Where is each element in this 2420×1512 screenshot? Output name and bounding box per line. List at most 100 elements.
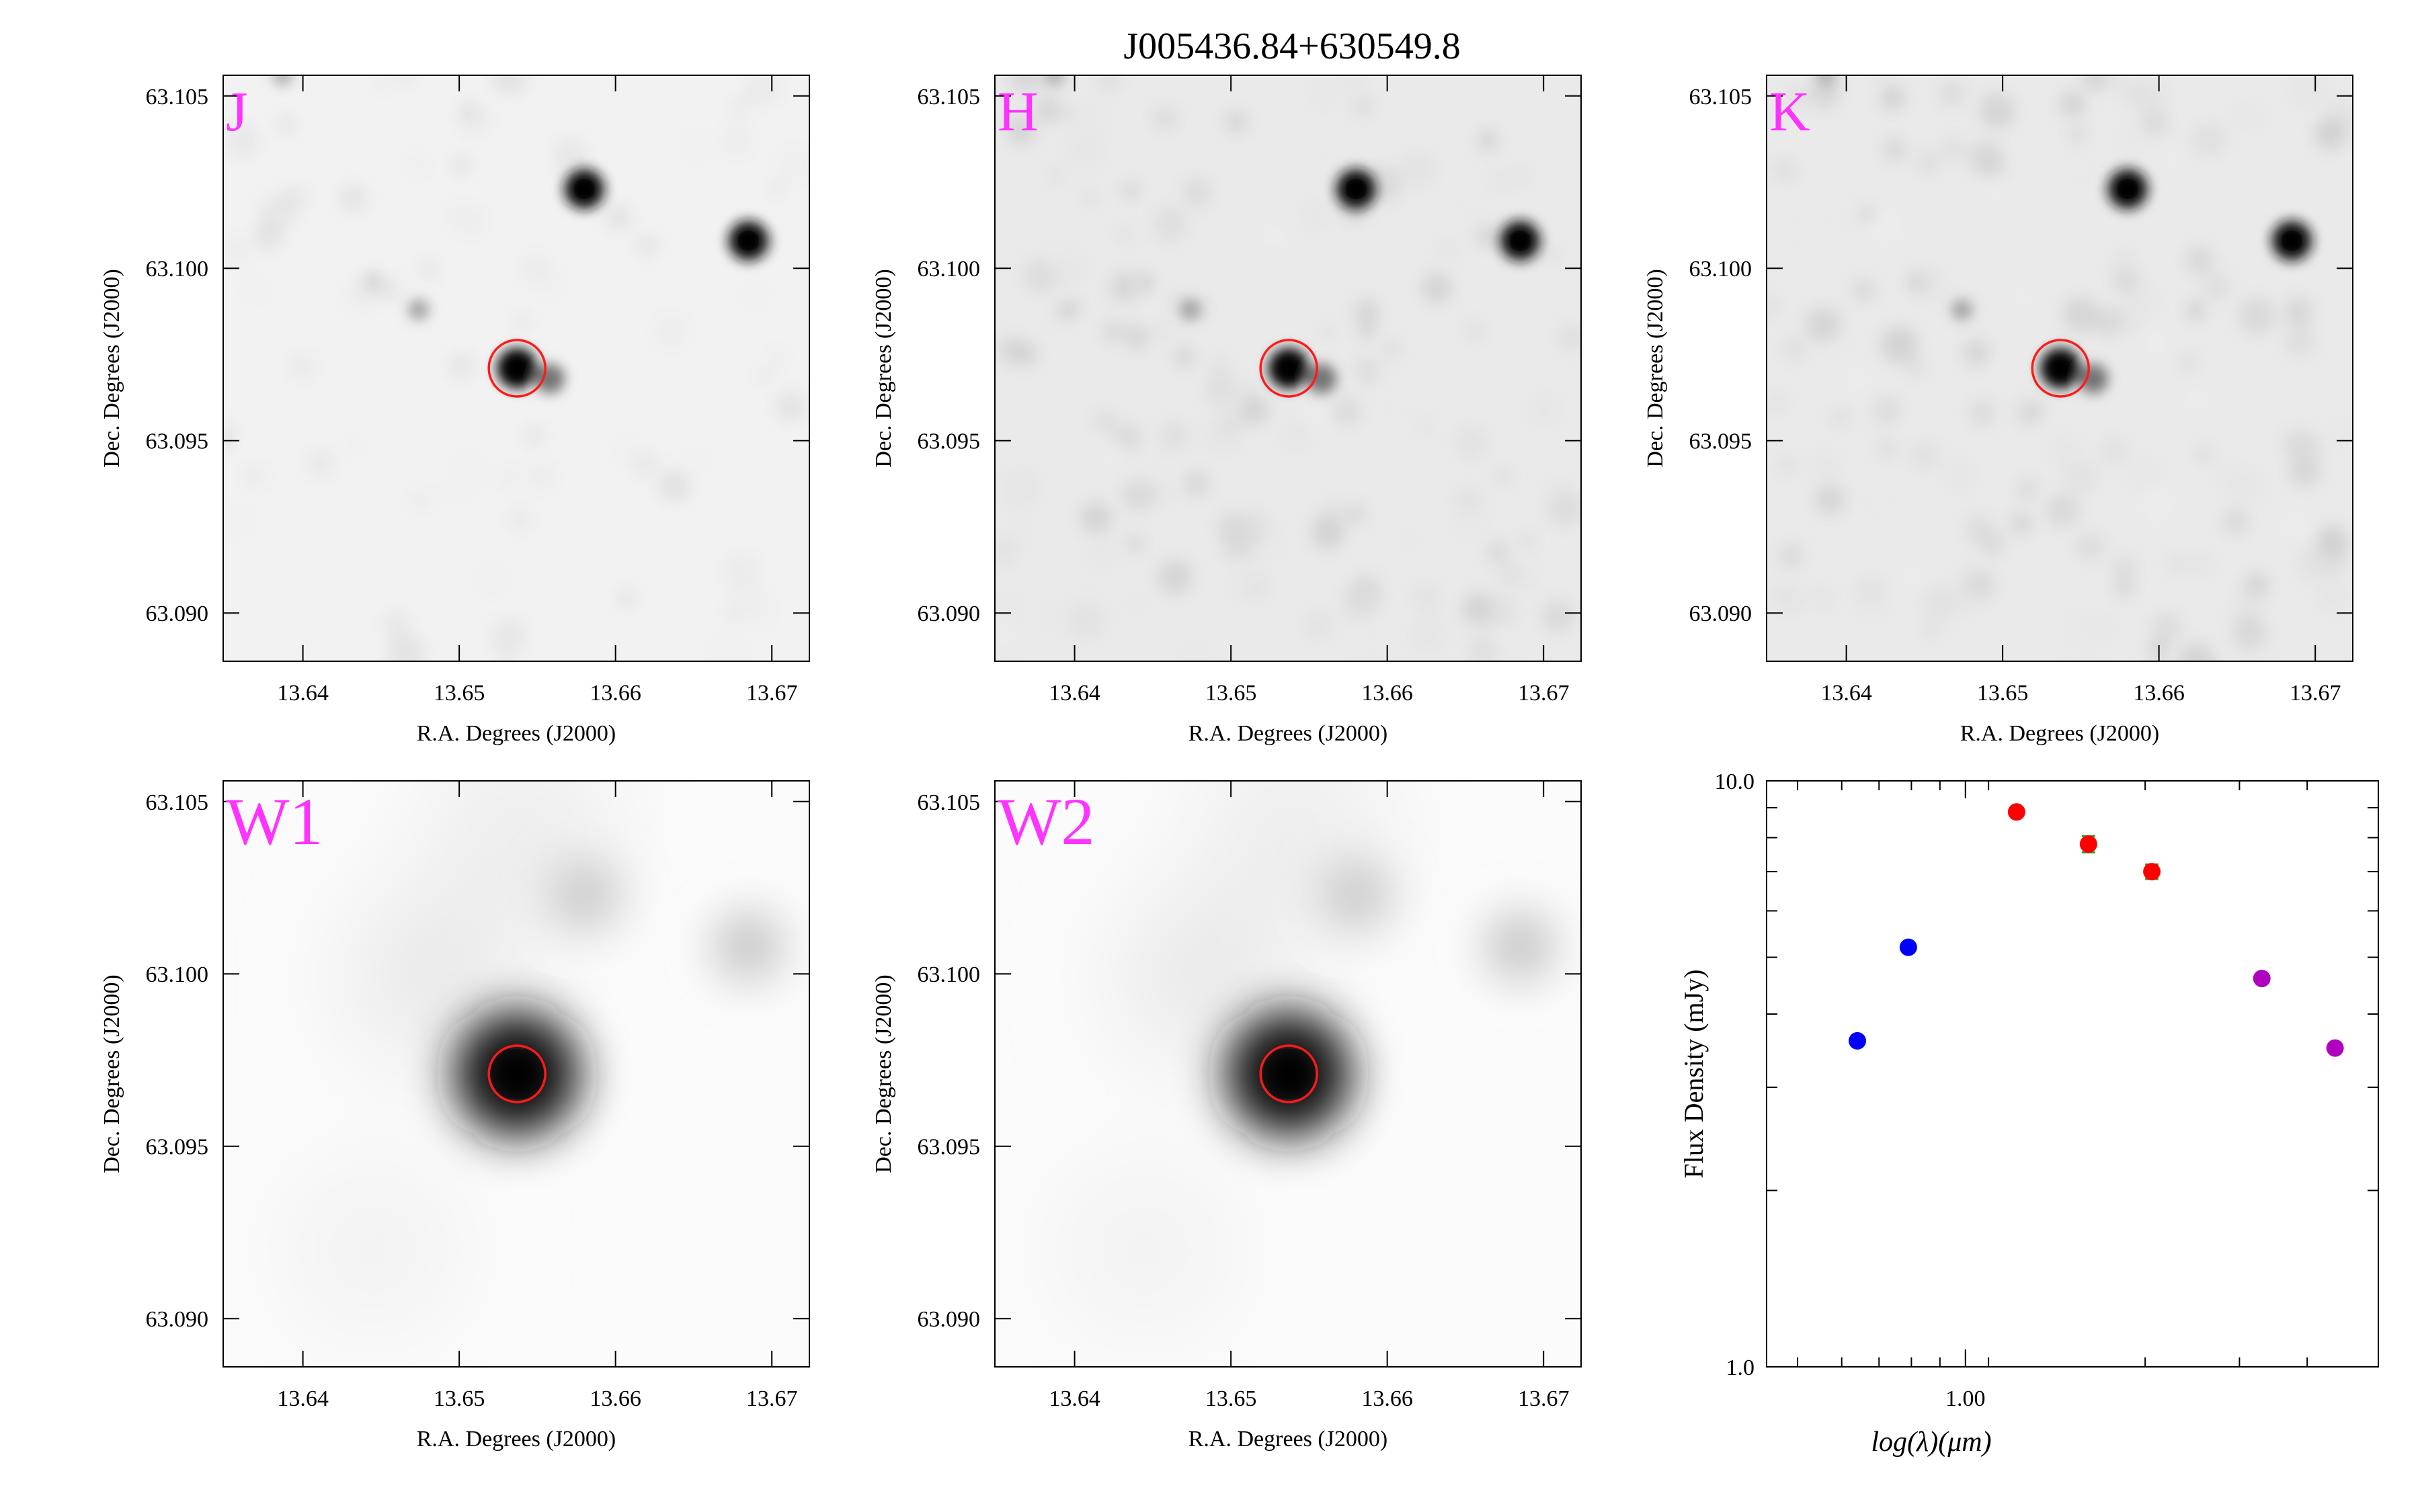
x-tick-label: 13.65 xyxy=(1205,1386,1257,1411)
sed-point xyxy=(2253,970,2271,988)
band-label: H xyxy=(998,81,1039,143)
y-axis-label: Dec. Degrees (J2000) xyxy=(871,974,896,1173)
field-stars xyxy=(1225,859,1556,1138)
figure-title: J005436.84+630549.8 xyxy=(1123,26,1460,67)
x-tick-label: 13.64 xyxy=(277,681,329,706)
field-source xyxy=(1485,911,1556,982)
field-source-core xyxy=(503,354,532,382)
background-noise xyxy=(223,75,809,661)
sed-y-tick-label: 1.0 xyxy=(1726,1355,1755,1380)
field-stars xyxy=(1815,75,2312,394)
field-stars xyxy=(272,75,769,394)
field-source-core xyxy=(2046,354,2075,382)
y-axis-label: Dec. Degrees (J2000) xyxy=(99,269,124,468)
image-panel: 13.64 13.65 13.66 13.67 63.090 63.095 63.100 63… xyxy=(99,75,810,746)
y-axis-label: Dec. Degrees (J2000) xyxy=(1643,269,1668,468)
y-tick-label: 63.090 xyxy=(918,1307,981,1332)
field-source-core xyxy=(570,175,599,204)
x-tick-label: 13.64 xyxy=(1049,681,1100,706)
diffuse-emission xyxy=(292,781,616,1331)
y-tick-label: 63.090 xyxy=(1689,601,1752,626)
sed-frame xyxy=(1766,780,2379,1368)
background-noise xyxy=(995,75,1581,661)
cutout-image xyxy=(995,75,1581,661)
panel-frame xyxy=(1766,75,2353,662)
field-source-core xyxy=(2113,175,2142,204)
field-source xyxy=(1134,271,1156,293)
y-tick-label: 63.095 xyxy=(918,1135,981,1160)
y-tick-label: 63.090 xyxy=(918,601,981,626)
y-tick-label: 63.095 xyxy=(918,429,981,454)
y-tick-label: 63.105 xyxy=(918,790,981,815)
x-axis-label: R.A. Degrees (J2000) xyxy=(417,721,616,746)
aperture-circle xyxy=(487,1044,547,1103)
field-stars xyxy=(453,859,784,1138)
panel-frame xyxy=(223,780,810,1368)
aperture-circle xyxy=(2031,339,2090,398)
field-stars xyxy=(1043,75,1541,394)
sed-series xyxy=(2253,970,2344,1057)
y-tick-label: 63.100 xyxy=(1689,257,1752,282)
x-tick-label: 13.65 xyxy=(434,1386,485,1411)
x-tick-label: 13.66 xyxy=(2133,681,2185,706)
x-tick-label: 13.67 xyxy=(2290,681,2341,706)
x-tick-label: 13.67 xyxy=(1518,1386,1570,1411)
image-panel: 13.64 13.65 13.66 13.67 63.090 63.095 63.100 63… xyxy=(871,780,1582,1452)
panel-frame xyxy=(994,780,1582,1368)
x-tick-label: 13.67 xyxy=(746,681,798,706)
x-axis-label: R.A. Degrees (J2000) xyxy=(1188,721,1388,746)
sed-x-tick-label: 1.00 xyxy=(1945,1386,1986,1411)
field-source-core xyxy=(2277,226,2306,255)
x-tick-label: 13.66 xyxy=(1361,1386,1413,1411)
y-tick-label: 63.090 xyxy=(146,1307,209,1332)
field-source xyxy=(1307,364,1336,394)
cutout-image xyxy=(223,75,809,661)
y-tick-label: 63.095 xyxy=(1689,429,1752,454)
y-tick-label: 63.100 xyxy=(146,962,209,987)
sed-y-tick-label: 10.0 xyxy=(1715,769,1755,794)
x-tick-label: 13.66 xyxy=(590,1386,641,1411)
sed-series xyxy=(1848,938,1917,1050)
field-source xyxy=(535,364,565,394)
x-tick-label: 13.67 xyxy=(1518,681,1570,706)
sed-plot: 1.00 1.0 10.0 log(λ)(μm) Flux Density (mJy) xyxy=(1679,769,2379,1458)
sed-point xyxy=(2007,803,2025,821)
x-tick-label: 13.65 xyxy=(1977,681,2029,706)
field-source xyxy=(713,911,784,982)
target-source-core xyxy=(470,1027,565,1121)
field-source xyxy=(1179,298,1201,321)
cutout-image xyxy=(223,781,809,1367)
band-label: J xyxy=(226,81,248,143)
background-noise xyxy=(1767,75,2353,661)
sed-point xyxy=(2326,1039,2344,1057)
x-axis-label: R.A. Degrees (J2000) xyxy=(1960,721,2160,746)
field-source-core xyxy=(1342,175,1371,204)
aperture-circle xyxy=(1259,1044,1318,1103)
aperture-circle xyxy=(1259,339,1318,398)
x-axis-label: R.A. Degrees (J2000) xyxy=(1188,1427,1388,1452)
y-tick-label: 63.100 xyxy=(918,962,981,987)
image-panel: 13.64 13.65 13.66 13.67 63.090 63.095 63.100 63… xyxy=(871,75,1582,746)
sed-point xyxy=(1899,938,1917,956)
sed-point xyxy=(2079,835,2097,853)
cutout-image xyxy=(1767,75,2353,661)
image-panel: 13.64 13.65 13.66 13.67 63.090 63.095 63.100 63… xyxy=(99,780,810,1452)
field-source xyxy=(272,75,294,86)
sed-axes: 1.00 1.0 10.0 log(λ)(μm) Flux Density (mJy) xyxy=(1679,769,2379,1458)
field-source xyxy=(1043,75,1065,86)
y-tick-label: 63.105 xyxy=(146,85,209,110)
x-tick-label: 13.65 xyxy=(1205,681,1257,706)
x-tick-label: 13.64 xyxy=(1049,1386,1100,1411)
field-source xyxy=(407,298,430,321)
x-tick-label: 13.67 xyxy=(746,1386,798,1411)
band-label: W1 xyxy=(226,784,323,859)
x-tick-label: 13.66 xyxy=(590,681,641,706)
y-tick-label: 63.095 xyxy=(146,429,209,454)
image-panel: 13.64 13.65 13.66 13.67 63.090 63.095 63.100 63… xyxy=(1643,75,2353,746)
cutout-image xyxy=(995,781,1581,1367)
sed-x-axis-label: log(λ)(μm) xyxy=(1871,1427,1991,1458)
x-tick-label: 13.66 xyxy=(1361,681,1413,706)
y-tick-label: 63.105 xyxy=(1689,85,1752,110)
y-axis-label: Dec. Degrees (J2000) xyxy=(99,974,124,1173)
field-source xyxy=(1951,298,1973,321)
